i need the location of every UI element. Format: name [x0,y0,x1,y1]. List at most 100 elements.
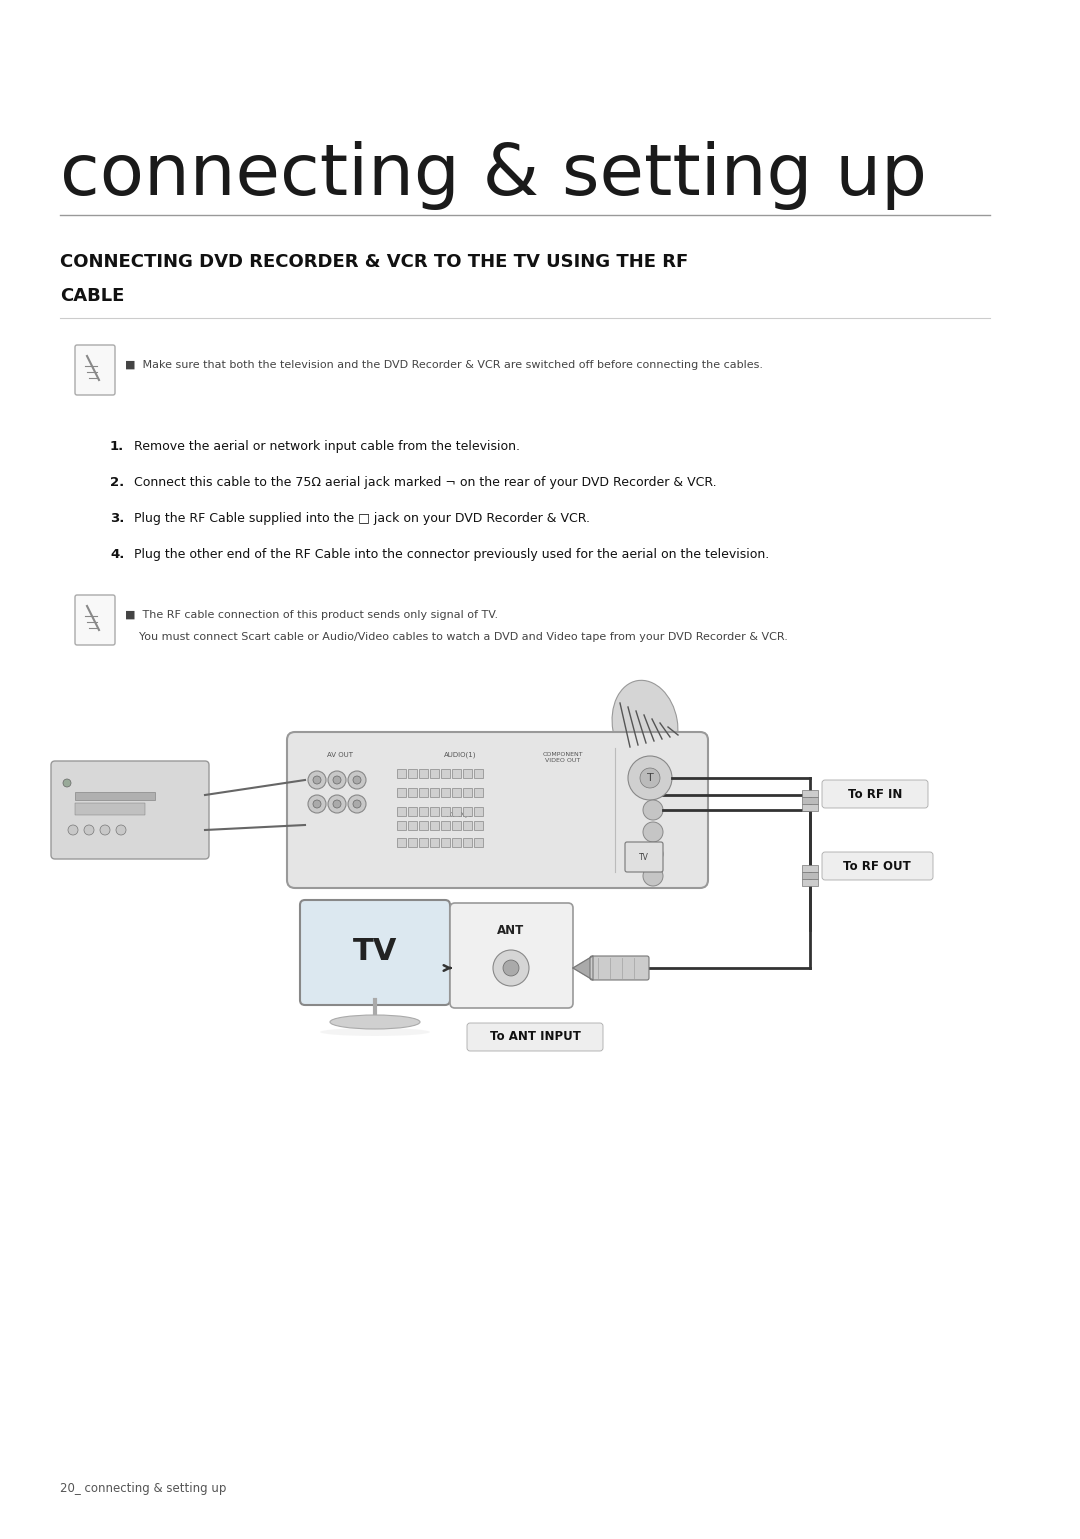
Circle shape [333,776,341,783]
FancyBboxPatch shape [590,956,649,980]
Text: connecting & setting up: connecting & setting up [60,142,927,209]
FancyBboxPatch shape [287,733,708,888]
FancyBboxPatch shape [75,345,114,396]
Circle shape [308,771,326,790]
Bar [397,770,406,779]
Bar [408,788,417,797]
Text: To RF IN: To RF IN [848,788,902,800]
Text: Plug the other end of the RF Cable into the connector previously used for the ae: Plug the other end of the RF Cable into … [130,548,769,562]
Text: COMPONENT
VIDEO OUT: COMPONENT VIDEO OUT [542,753,583,763]
Circle shape [348,796,366,813]
Bar [453,788,461,797]
Bar [419,839,428,846]
Bar [430,820,438,830]
Text: Plug the RF Cable supplied into the □ jack on your DVD Recorder & VCR.: Plug the RF Cable supplied into the □ ja… [130,512,590,525]
Bar [419,820,428,830]
Bar [802,865,818,873]
Bar [474,806,483,816]
Bar [441,820,450,830]
Circle shape [84,825,94,836]
Bar [474,770,483,779]
FancyBboxPatch shape [75,596,114,645]
Circle shape [643,866,663,886]
Bar [802,873,818,879]
Bar [430,788,438,797]
Bar [802,790,818,797]
Bar [408,770,417,779]
Ellipse shape [612,680,678,770]
Bar [397,820,406,830]
Bar [408,839,417,846]
FancyBboxPatch shape [467,1023,603,1051]
Circle shape [313,800,321,808]
Bar [463,770,472,779]
Text: TV: TV [639,854,649,862]
Bar [397,839,406,846]
Circle shape [503,960,519,976]
Circle shape [348,771,366,790]
Text: 20_ connecting & setting up: 20_ connecting & setting up [60,1482,227,1494]
Bar [802,879,818,886]
Bar [430,770,438,779]
Text: TV: TV [353,937,397,966]
Text: CABLE: CABLE [60,286,124,305]
Text: You must connect Scart cable or Audio/Video cables to watch a DVD and Video tape: You must connect Scart cable or Audio/Vi… [139,633,788,642]
Circle shape [308,796,326,813]
Bar [419,806,428,816]
Text: AV IN/1: AV IN/1 [447,813,473,819]
Text: To RF OUT: To RF OUT [843,859,910,873]
Circle shape [328,796,346,813]
Text: 2.: 2. [110,476,124,489]
Circle shape [63,779,71,786]
Text: CONNECTING DVD RECORDER & VCR TO THE TV USING THE RF: CONNECTING DVD RECORDER & VCR TO THE TV … [60,252,688,271]
Bar [408,806,417,816]
FancyBboxPatch shape [450,903,573,1008]
Bar [441,839,450,846]
Circle shape [328,771,346,790]
Circle shape [68,825,78,836]
Text: To ANT INPUT: To ANT INPUT [489,1031,580,1043]
Bar [397,788,406,797]
Polygon shape [573,956,593,980]
Bar [463,839,472,846]
Circle shape [627,756,672,800]
Text: ■  Make sure that both the television and the DVD Recorder & VCR are switched of: ■ Make sure that both the television and… [125,360,762,369]
Circle shape [492,950,529,986]
Bar [453,770,461,779]
Text: 4.: 4. [110,548,124,562]
Text: 3.: 3. [110,512,124,525]
Text: ANT: ANT [498,923,525,937]
Bar [75,793,156,800]
Circle shape [353,800,361,808]
Ellipse shape [320,1028,430,1036]
Circle shape [643,843,663,863]
Bar [430,839,438,846]
Circle shape [353,776,361,783]
Text: AV OUT: AV OUT [327,753,353,759]
Bar [463,820,472,830]
Bar [802,803,818,811]
Bar [463,806,472,816]
Circle shape [313,776,321,783]
FancyBboxPatch shape [822,853,933,880]
Bar [430,806,438,816]
Bar [441,806,450,816]
Bar [408,820,417,830]
Bar [474,839,483,846]
FancyBboxPatch shape [300,900,450,1005]
FancyBboxPatch shape [51,760,210,859]
Bar [75,803,145,816]
Bar [397,806,406,816]
Circle shape [333,800,341,808]
Circle shape [640,768,660,788]
Bar [453,839,461,846]
Bar [441,788,450,797]
Circle shape [643,800,663,820]
Ellipse shape [330,1016,420,1030]
Bar [419,788,428,797]
Bar [802,797,818,803]
Bar [441,770,450,779]
Bar [474,820,483,830]
FancyBboxPatch shape [822,780,928,808]
Circle shape [116,825,126,836]
